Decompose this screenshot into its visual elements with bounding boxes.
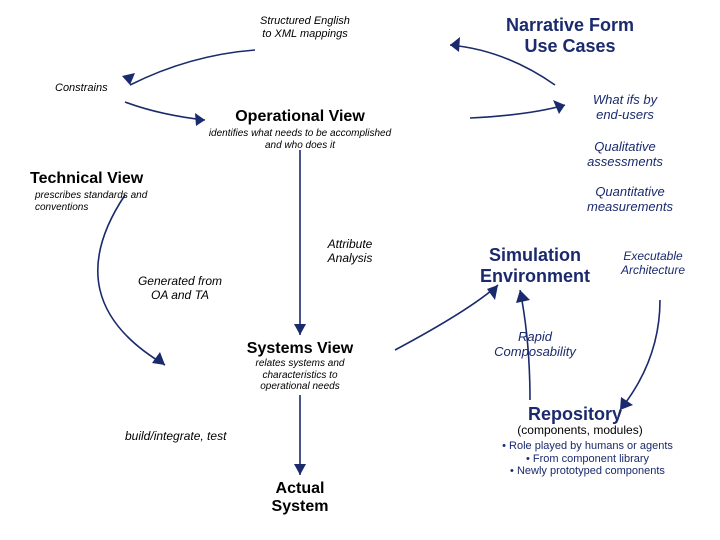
systems-view-sub: relates systems andcharacteristics toope…: [225, 358, 375, 393]
quantitative-label: Quantitativemeasurements: [555, 185, 705, 215]
repository-bullets: Role played by humans or agents From com…: [465, 438, 710, 478]
bullet-3: Newly prototyped components: [465, 465, 710, 478]
technical-view-title: Technical View: [30, 170, 143, 188]
bullet-2: From component library: [465, 453, 710, 466]
operational-view-sub: identifies what needs to be accomplished…: [175, 128, 425, 151]
repository-title: Repository: [495, 404, 655, 425]
rapid-compose-label: RapidComposability: [470, 330, 600, 360]
repository-sub: (components, modules): [475, 424, 685, 438]
generated-from-label: Generated fromOA and TA: [115, 275, 245, 303]
technical-view-sub: prescribes standards andconventions: [35, 190, 215, 213]
exec-arch-label: ExecutableArchitecture: [603, 250, 703, 278]
actual-system-label: ActualSystem: [250, 480, 350, 517]
structured-english-label: Structured Englishto XML mappings: [225, 15, 385, 40]
bullet-1: Role played by humans or agents: [465, 440, 710, 453]
operational-view-title: Operational View: [200, 108, 400, 126]
narrative-form-label: Narrative FormUse Cases: [480, 15, 660, 56]
simulation-env-label: SimulationEnvironment: [465, 245, 605, 286]
qualitative-label: Qualitativeassessments: [555, 140, 695, 170]
systems-view-title: Systems View: [225, 340, 375, 358]
constrains-label: Constrains: [55, 82, 108, 95]
attribute-analysis-label: AttributeAnalysis: [310, 238, 390, 266]
what-ifs-label: What ifs byend-users: [555, 93, 695, 123]
build-test-label: build/integrate, test: [125, 430, 226, 444]
